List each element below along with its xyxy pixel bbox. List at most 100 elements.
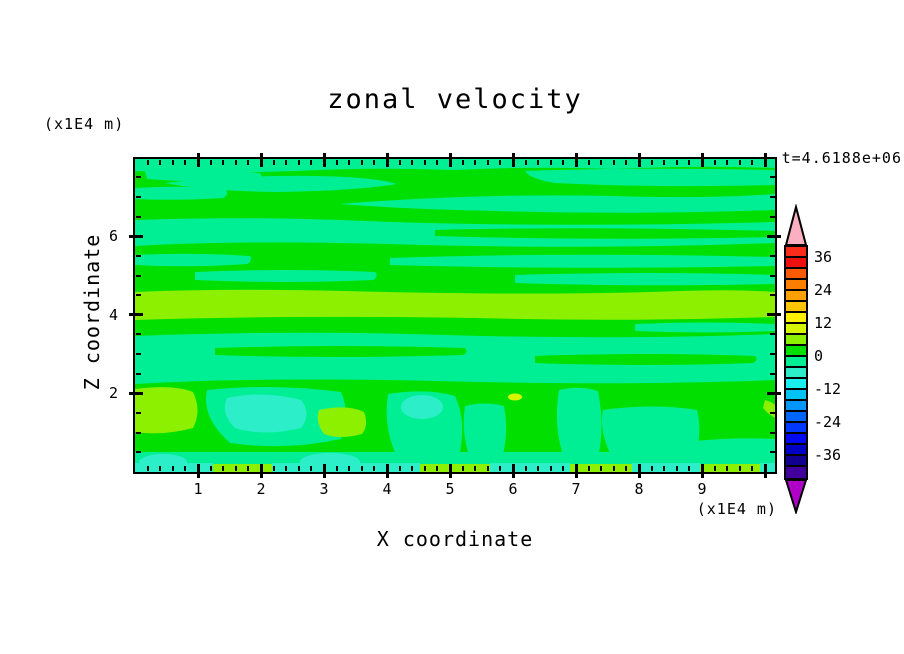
- y-tick-mark: [770, 353, 775, 356]
- y-tick-mark: [770, 254, 775, 257]
- x-tick-mark: [650, 466, 653, 471]
- colorbar-cell: [786, 390, 806, 401]
- colorbar-cell: [786, 401, 806, 412]
- x-tick-mark: [549, 466, 552, 471]
- x-tick-mark: [486, 160, 489, 165]
- colorbar-cell: [786, 302, 806, 313]
- y-tick-mark: [136, 412, 141, 415]
- x-tick-mark: [146, 466, 149, 471]
- y-tick-mark: [770, 176, 775, 179]
- x-tick-mark: [234, 160, 237, 165]
- colorbar-cell: [786, 324, 806, 335]
- x-tick-mark: [511, 153, 515, 167]
- positive-chartreuse-regions: [135, 289, 775, 472]
- x-tick-mark: [675, 466, 678, 471]
- y-tick-mark: [770, 412, 775, 415]
- x-tick-label: 7: [571, 480, 581, 498]
- x-tick-mark: [259, 153, 263, 167]
- y-tick-mark: [770, 372, 775, 375]
- colorbar-cell: [786, 258, 806, 269]
- x-tick-mark: [663, 466, 666, 471]
- yellow-speck: [508, 393, 522, 401]
- colorbar-cell: [786, 434, 806, 445]
- x-tick-mark: [637, 153, 641, 167]
- x-tick-mark: [562, 160, 565, 165]
- y-tick-mark: [136, 294, 141, 297]
- y-tick-mark: [136, 451, 141, 454]
- x-tick-mark: [574, 464, 578, 478]
- colorbar-tick-label: -36: [814, 446, 842, 464]
- y-tick-mark: [767, 391, 781, 395]
- colorbar-cell: [786, 379, 806, 390]
- x-tick-mark: [360, 160, 363, 165]
- x-tick-mark: [562, 466, 565, 471]
- colorbar-cell: [786, 291, 806, 302]
- x-tick-mark: [184, 160, 187, 165]
- colorbar-cell: [786, 467, 806, 478]
- colorbar: [784, 245, 808, 480]
- x-tick-mark: [285, 466, 288, 471]
- x-tick-mark: [448, 464, 452, 478]
- colorbar-cell: [786, 423, 806, 434]
- y-tick-mark: [136, 176, 141, 179]
- x-tick-mark: [499, 160, 502, 165]
- y-tick-mark: [770, 451, 775, 454]
- x-tick-label: 1: [193, 480, 203, 498]
- x-tick-mark: [549, 160, 552, 165]
- x-tick-label: 6: [508, 480, 518, 498]
- contour-field: [135, 159, 775, 472]
- x-tick-mark: [398, 466, 401, 471]
- y-tick-mark: [770, 431, 775, 434]
- green-streaks: [215, 228, 775, 365]
- x-tick-mark: [196, 464, 200, 478]
- colorbar-tick-label: 24: [814, 281, 833, 299]
- x-tick-mark: [650, 160, 653, 165]
- x-tick-mark: [209, 160, 212, 165]
- x-tick-mark: [322, 464, 326, 478]
- x-tick-mark: [625, 160, 628, 165]
- colorbar-under-arrow: [784, 479, 808, 514]
- x-tick-mark: [763, 153, 767, 167]
- x-tick-mark: [637, 464, 641, 478]
- x-tick-mark: [171, 466, 174, 471]
- negative-turquoise-pools: [135, 394, 775, 472]
- x-tick-mark: [159, 466, 162, 471]
- x-tick-mark: [196, 153, 200, 167]
- x-tick-mark: [411, 466, 414, 471]
- x-tick-mark: [146, 160, 149, 165]
- colorbar-cell: [786, 357, 806, 368]
- x-tick-mark: [726, 160, 729, 165]
- colorbar-tick-label: 0: [814, 347, 824, 365]
- x-tick-mark: [285, 160, 288, 165]
- x-tick-mark: [600, 466, 603, 471]
- y-tick-mark: [770, 195, 775, 198]
- x-tick-mark: [171, 160, 174, 165]
- x-tick-mark: [511, 464, 515, 478]
- y-tick-label: 4: [108, 305, 118, 324]
- x-tick-mark: [537, 466, 540, 471]
- x-tick-mark: [474, 466, 477, 471]
- colorbar-cell: [786, 313, 806, 324]
- y-tick-mark: [136, 195, 141, 198]
- x-tick-mark: [209, 466, 212, 471]
- x-tick-mark: [222, 466, 225, 471]
- x-tick-mark: [587, 466, 590, 471]
- y-tick-mark: [136, 353, 141, 356]
- x-tick-label: 4: [382, 480, 392, 498]
- colorbar-over-arrow: [784, 204, 808, 246]
- x-tick-mark: [423, 466, 426, 471]
- colorbar-cell: [786, 247, 806, 258]
- x-tick-mark: [348, 160, 351, 165]
- x-tick-mark: [474, 160, 477, 165]
- x-tick-mark: [751, 160, 754, 165]
- x-tick-mark: [461, 160, 464, 165]
- colorbar-tick-label: 12: [814, 314, 833, 332]
- x-tick-mark: [537, 160, 540, 165]
- x-tick-mark: [272, 466, 275, 471]
- x-tick-mark: [486, 466, 489, 471]
- x-tick-mark: [436, 160, 439, 165]
- x-tick-mark: [373, 160, 376, 165]
- y-tick-mark: [770, 333, 775, 336]
- x-tick-mark: [574, 153, 578, 167]
